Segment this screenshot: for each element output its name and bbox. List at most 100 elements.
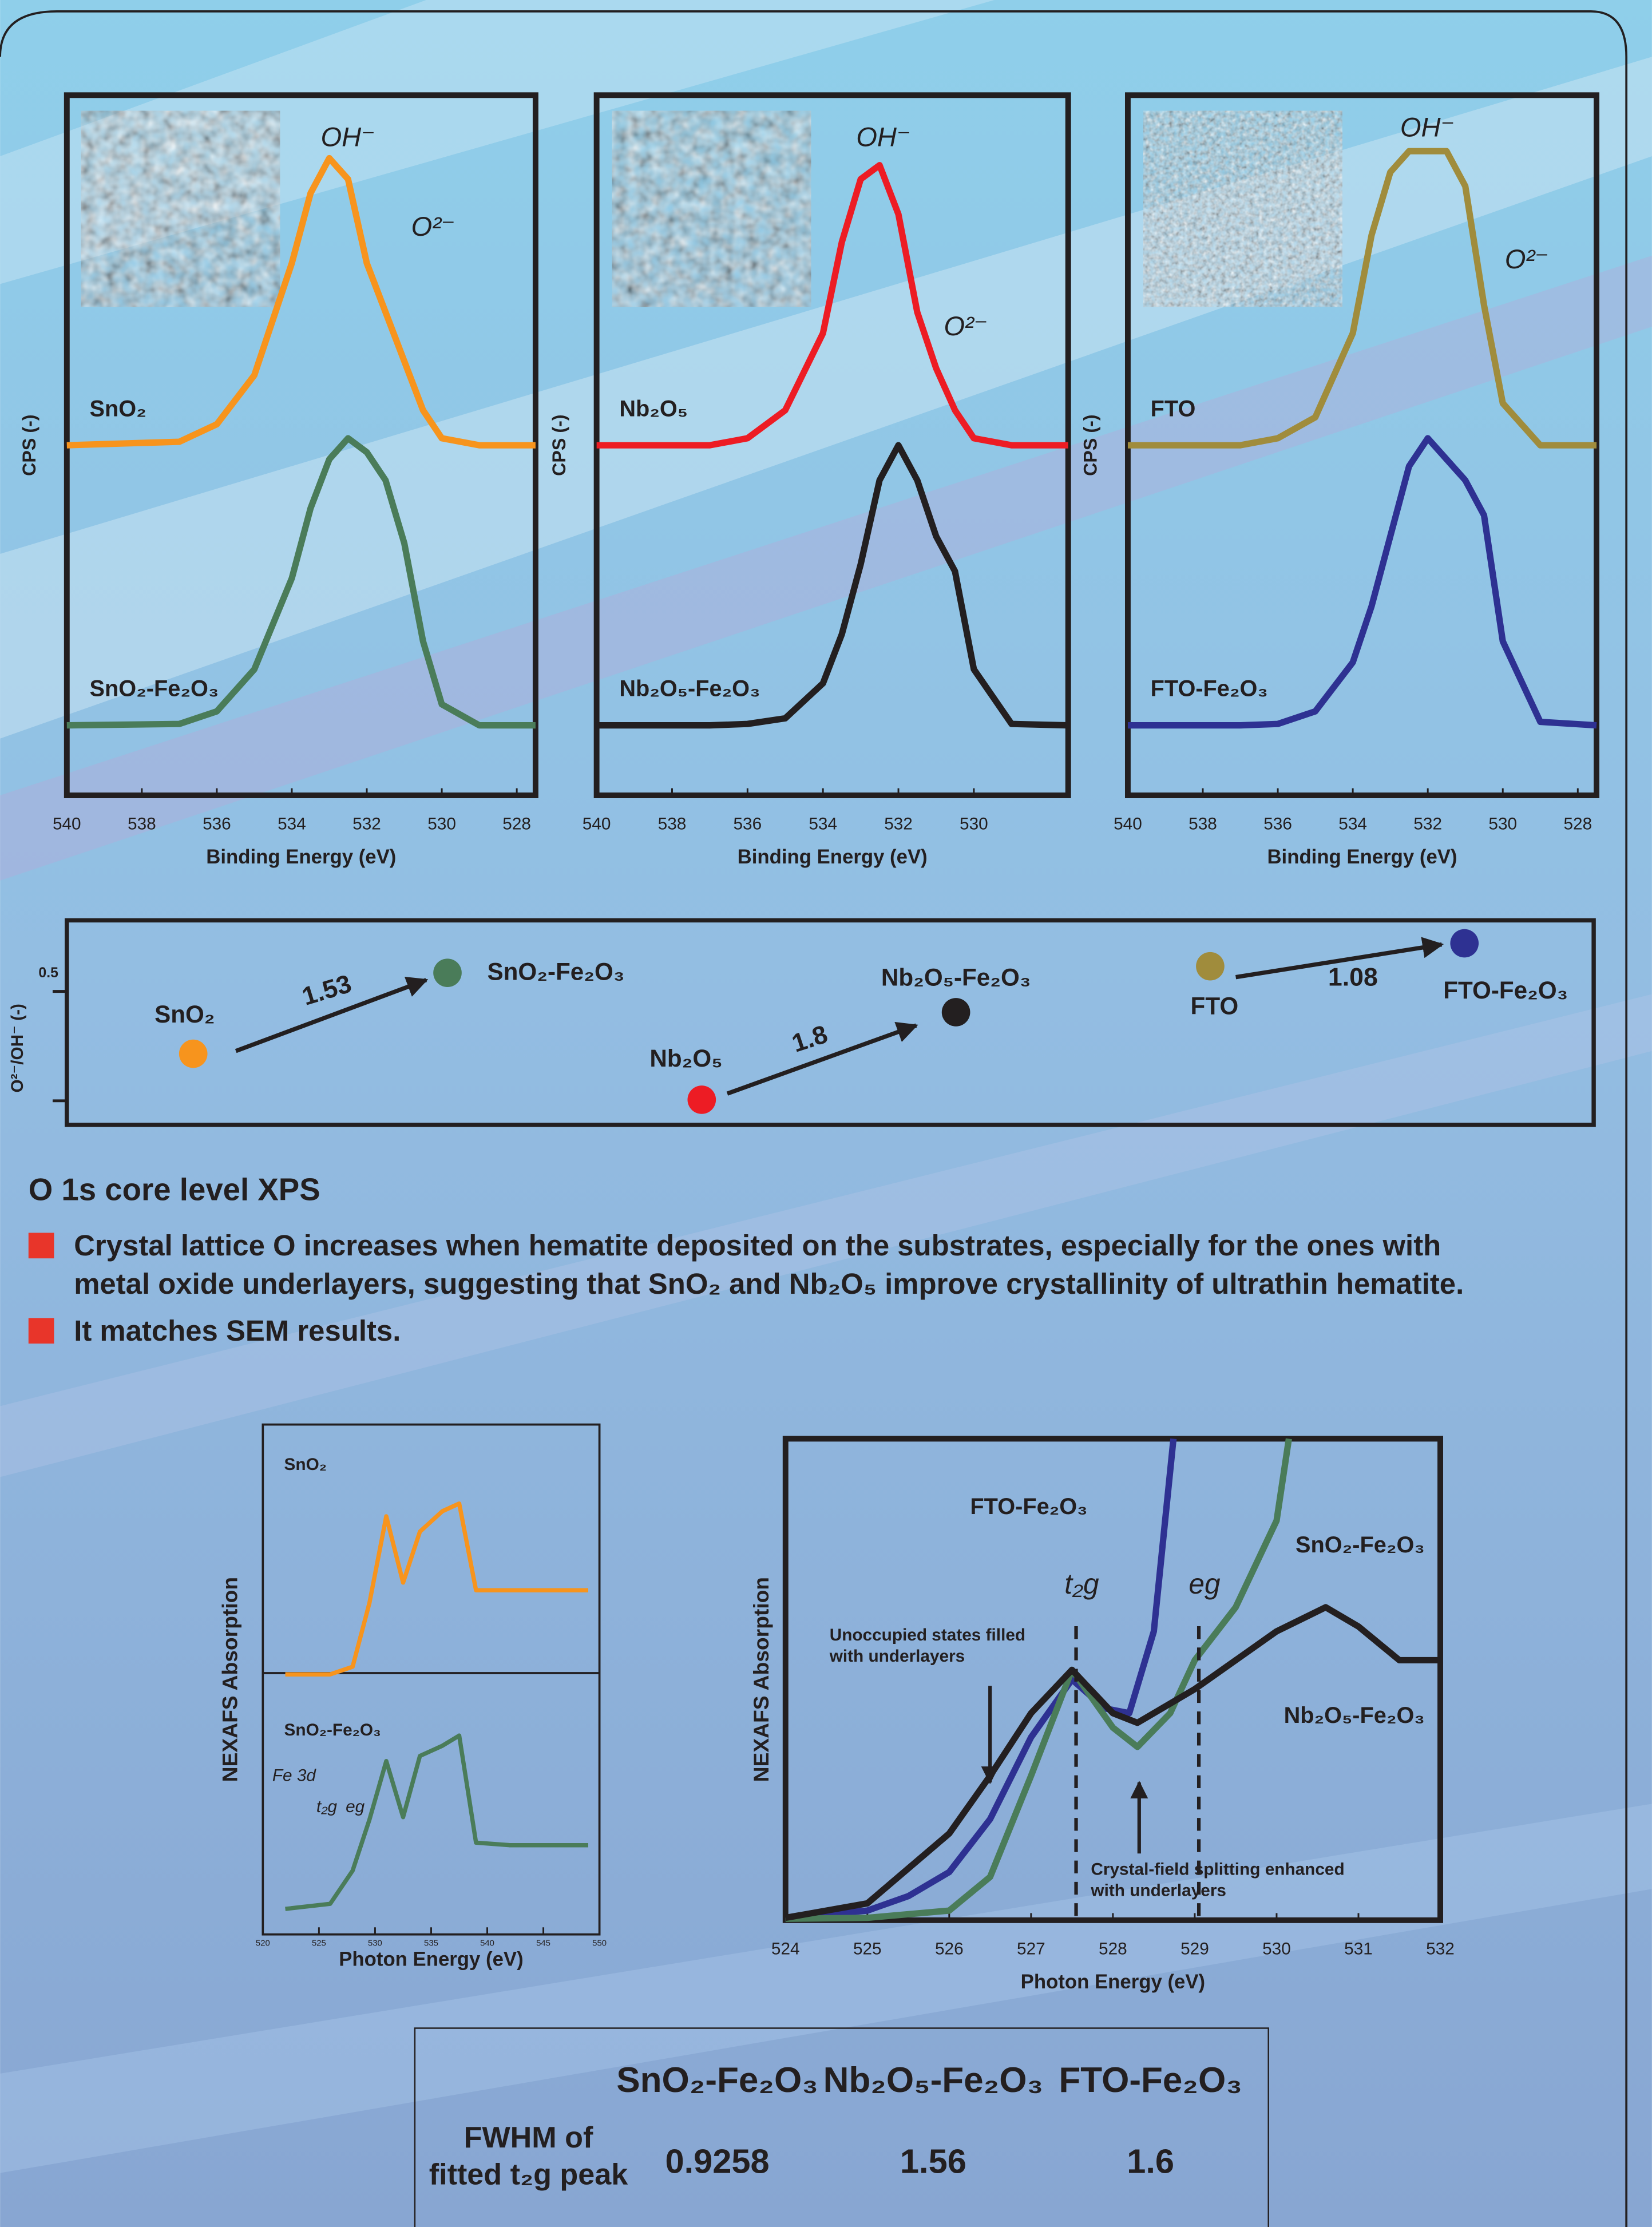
- page: 540 538 536 534 532 530 528 Binding Energy (eV)…: [0, 0, 1652, 2227]
- poster: 540 538 536 534 532 530 528 Binding Energy (eV)…: [0, 0, 1652, 2227]
- x-tick-label: 530: [427, 815, 456, 834]
- annotation: with underlayers: [1090, 1881, 1226, 1900]
- table-value: 1.6: [1127, 2142, 1174, 2181]
- x-tick-label: 540: [480, 1939, 494, 1948]
- row-label: fitted t₂g peak: [429, 2158, 628, 2192]
- x-tick-label: 528: [1563, 815, 1592, 834]
- series-label: SnO₂: [90, 396, 146, 421]
- series-label: SnO₂-Fe₂O₃: [1296, 1532, 1425, 1558]
- point: [942, 998, 970, 1027]
- arrow-label: 1.08: [1328, 964, 1378, 992]
- point-label: SnO₂-Fe₂O₃: [488, 958, 625, 985]
- annotation: O²⁻: [944, 311, 988, 341]
- bullet-text: It matches SEM results.: [74, 1314, 401, 1347]
- point: [433, 958, 462, 987]
- x-tick-label: 540: [53, 815, 81, 834]
- x-tick-label: 527: [1017, 1939, 1045, 1958]
- y-axis-label: NEXAFS Absorption: [218, 1577, 242, 1782]
- annotation: t₂g: [316, 1797, 338, 1816]
- x-tick-label: 530: [1488, 815, 1517, 834]
- x-tick-label: 538: [658, 815, 687, 834]
- x-tick-label: 525: [853, 1939, 882, 1958]
- x-tick-label: 532: [1413, 815, 1442, 834]
- x-tick-label: 530: [960, 815, 988, 834]
- x-tick-label: 532: [1426, 1939, 1455, 1958]
- x-tick-label: 526: [935, 1939, 964, 1958]
- annotation: O²⁻: [411, 211, 455, 241]
- bullet-text: metal oxide underlayers, suggesting that…: [74, 1267, 1464, 1300]
- x-tick-label: 534: [278, 815, 306, 834]
- x-tick-label: 520: [256, 1939, 270, 1948]
- series-label: FTO: [1151, 396, 1196, 421]
- point-label: Nb₂O₅-Fe₂O₃: [881, 964, 1031, 991]
- x-tick-label: 536: [203, 815, 231, 834]
- y-axis-label: NEXAFS Absorption: [749, 1577, 773, 1782]
- annotation: Fe 3d: [272, 1766, 317, 1785]
- annotation: OH⁻: [320, 122, 375, 152]
- column-header: SnO₂-Fe₂O₃: [616, 2060, 818, 2100]
- section-title: O 1s core level XPS: [29, 1172, 320, 1207]
- y-axis-label: O²⁻/OH⁻ (-): [8, 1004, 27, 1092]
- x-tick-label: 524: [771, 1939, 800, 1958]
- point-label: Nb₂O₅: [649, 1045, 722, 1072]
- annotation: O²⁻: [1505, 244, 1549, 274]
- x-tick-label: 534: [809, 815, 837, 834]
- point: [179, 1040, 208, 1068]
- series-label: FTO-Fe₂O₃: [970, 1494, 1087, 1519]
- annotation: with underlayers: [829, 1647, 965, 1666]
- table-value: 1.56: [900, 2142, 966, 2181]
- bullet-icon: [29, 1318, 54, 1344]
- x-axis-label: Binding Energy (eV): [206, 846, 396, 868]
- x-tick-label: 536: [734, 815, 762, 834]
- x-tick-label: 532: [884, 815, 913, 834]
- x-axis-label: Photon Energy (eV): [1021, 1971, 1205, 1993]
- x-tick-label: 534: [1338, 815, 1367, 834]
- x-tick-label: 535: [424, 1939, 438, 1948]
- x-tick-label: 525: [312, 1939, 326, 1948]
- y-tick-label: 0.5: [38, 965, 58, 981]
- series-label: SnO₂: [284, 1455, 327, 1474]
- annotation: Crystal-field splitting enhanced: [1091, 1860, 1344, 1879]
- x-tick-label: 540: [583, 815, 611, 834]
- point: [1196, 952, 1225, 981]
- y-axis-label: CPS (-): [1080, 414, 1100, 475]
- point: [1450, 929, 1479, 958]
- x-tick-label: 532: [352, 815, 381, 834]
- bullet-text: Crystal lattice O increases when hematit…: [74, 1229, 1441, 1262]
- point: [687, 1085, 716, 1114]
- x-tick-label: 540: [1114, 815, 1142, 834]
- table-value: 0.9258: [665, 2142, 770, 2181]
- point-label: FTO-Fe₂O₃: [1443, 977, 1568, 1004]
- bullet-icon: [29, 1233, 54, 1259]
- sem-images: [81, 111, 1342, 307]
- x-axis-label: Binding Energy (eV): [1267, 846, 1457, 868]
- annotation: Unoccupied states filled: [830, 1626, 1025, 1645]
- annotation: eg: [346, 1797, 365, 1816]
- x-tick-label: 528: [502, 815, 531, 834]
- x-axis-label: Binding Energy (eV): [738, 846, 928, 868]
- y-axis-label: CPS (-): [19, 414, 39, 475]
- series-label: SnO₂-Fe₂O₃: [284, 1721, 381, 1739]
- point-label: SnO₂: [154, 1001, 215, 1028]
- x-tick-label: 538: [1189, 815, 1217, 834]
- marker-label: t₂g: [1064, 1568, 1099, 1600]
- x-tick-label: 536: [1263, 815, 1292, 834]
- x-tick-label: 531: [1344, 1939, 1373, 1958]
- series-label: Nb₂O₅: [619, 396, 688, 421]
- series-label: FTO-Fe₂O₃: [1151, 676, 1268, 701]
- x-tick-label: 538: [128, 815, 156, 834]
- marker-label: eg: [1189, 1568, 1221, 1600]
- series-label: Nb₂O₅-Fe₂O₃: [619, 676, 760, 701]
- series-label: SnO₂-Fe₂O₃: [90, 676, 219, 701]
- annotation: OH⁻: [856, 122, 911, 152]
- x-tick-label: 530: [368, 1939, 382, 1948]
- x-tick-label: 550: [592, 1939, 607, 1948]
- row-label: FWHM of: [464, 2121, 593, 2154]
- column-header: Nb₂O₅-Fe₂O₃: [823, 2060, 1044, 2100]
- x-tick-label: 528: [1099, 1939, 1127, 1958]
- x-tick-label: 530: [1262, 1939, 1291, 1958]
- x-tick-label: 545: [536, 1939, 550, 1948]
- column-header: FTO-Fe₂O₃: [1059, 2060, 1242, 2100]
- x-tick-label: 529: [1180, 1939, 1209, 1958]
- series-label: Nb₂O₅-Fe₂O₃: [1284, 1703, 1425, 1728]
